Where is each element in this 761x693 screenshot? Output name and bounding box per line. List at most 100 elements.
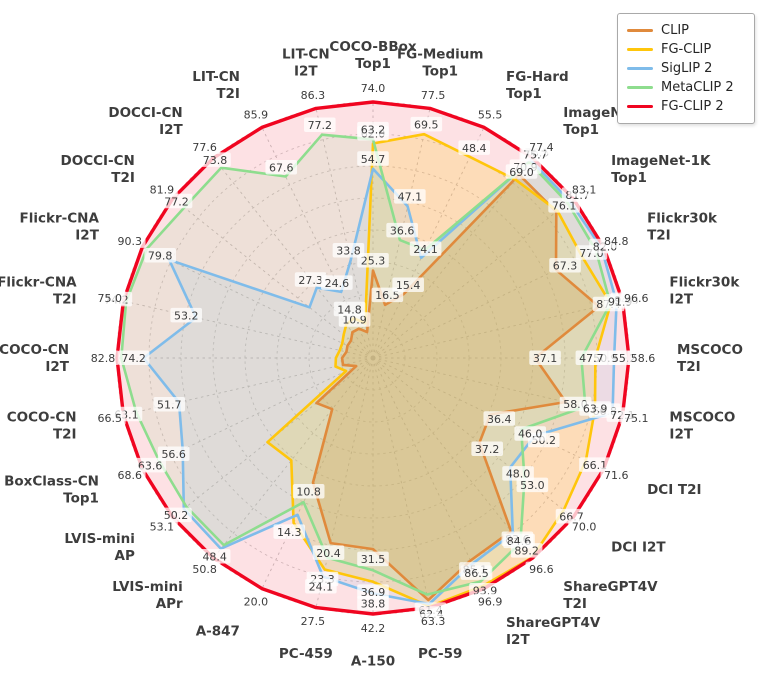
svg-text:69.0: 69.0 [509,166,534,179]
svg-text:58.6: 58.6 [631,352,656,365]
svg-text:36.9: 36.9 [361,586,386,599]
svg-text:96.9: 96.9 [478,595,503,608]
svg-text:67.6: 67.6 [269,161,294,174]
svg-text:56.6: 56.6 [161,448,186,461]
svg-text:33.8: 33.8 [336,245,361,258]
svg-text:76.1: 76.1 [552,200,577,213]
svg-text:31.5: 31.5 [361,553,386,566]
svg-text:82.8: 82.8 [91,352,116,365]
svg-text:DCI I2T: DCI I2T [611,539,666,555]
svg-text:T2I: T2I [677,359,701,375]
svg-text:25.3: 25.3 [361,254,386,267]
svg-text:50.8: 50.8 [192,563,217,576]
svg-text:48.4: 48.4 [202,551,227,564]
svg-text:90.3: 90.3 [117,235,142,248]
svg-text:MSCOCO: MSCOCO [677,342,743,358]
svg-text:83.1: 83.1 [572,184,597,197]
svg-text:LIT-CN: LIT-CN [282,47,330,63]
svg-text:84.8: 84.8 [604,235,629,248]
legend: CLIP FG-CLIP SigLIP 2 MetaCLIP 2 FG-CLIP… [617,13,755,124]
svg-text:47.7: 47.7 [579,352,604,365]
legend-label-siglip2: SigLIP 2 [661,61,713,76]
svg-text:47.1: 47.1 [398,191,423,204]
svg-text:FG-Hard: FG-Hard [506,69,569,85]
svg-text:48.4: 48.4 [462,142,487,155]
svg-text:FG-Medium: FG-Medium [397,47,483,63]
svg-text:PC-459: PC-459 [279,646,333,662]
svg-text:LVIS-mini: LVIS-mini [112,579,182,595]
svg-text:ShareGPT4V: ShareGPT4V [506,615,601,631]
svg-text:Flickr30k: Flickr30k [647,211,718,227]
svg-text:89.2: 89.2 [514,545,539,558]
legend-item-metaclip2: MetaCLIP 2 [627,78,745,97]
svg-text:42.2: 42.2 [361,622,386,635]
fg-clip2-line-swatch [627,105,653,108]
svg-text:I2T: I2T [75,228,99,244]
svg-text:73.8: 73.8 [203,154,228,167]
svg-text:T2I: T2I [563,596,587,612]
svg-text:48.0: 48.0 [506,468,531,481]
legend-label-fg-clip: FG-CLIP [661,42,712,57]
svg-text:APr: APr [156,596,183,612]
svg-text:Flickr-CNA: Flickr-CNA [0,275,77,291]
svg-text:T2I: T2I [216,86,240,102]
svg-text:36.6: 36.6 [390,224,415,237]
svg-text:T2I: T2I [647,228,671,244]
svg-text:LIT-CN: LIT-CN [192,69,240,85]
svg-text:96.6: 96.6 [624,292,649,305]
svg-text:10.8: 10.8 [296,486,321,499]
svg-text:10.9: 10.9 [342,314,367,327]
svg-text:69.5: 69.5 [414,118,439,131]
svg-text:LVIS-mini: LVIS-mini [64,531,134,547]
svg-text:79.8: 79.8 [148,250,173,263]
svg-text:I2T: I2T [294,64,318,80]
svg-text:36.4: 36.4 [487,413,512,426]
svg-text:55.5: 55.5 [478,109,503,122]
svg-text:63.2: 63.2 [361,123,386,136]
svg-text:DCI T2I: DCI T2I [647,482,701,498]
svg-text:37.2: 37.2 [475,443,500,456]
svg-text:Top1: Top1 [563,122,599,138]
svg-text:53.0: 53.0 [520,479,545,492]
svg-text:86.5: 86.5 [464,567,489,580]
svg-text:AP: AP [115,548,135,564]
svg-text:COCO-CN: COCO-CN [0,342,69,358]
legend-item-siglip2: SigLIP 2 [627,59,745,78]
svg-text:24.1: 24.1 [413,243,438,256]
svg-text:46.0: 46.0 [518,428,543,441]
legend-label-metaclip2: MetaCLIP 2 [661,80,734,95]
svg-text:15.4: 15.4 [396,279,421,292]
svg-text:Top1: Top1 [506,86,542,102]
legend-label-fg-clip2: FG-CLIP 2 [661,99,724,114]
svg-text:75.1: 75.1 [624,412,649,425]
svg-text:I2T: I2T [506,632,530,648]
svg-text:77.6: 77.6 [192,141,217,154]
svg-text:ImageNet-1K: ImageNet-1K [611,153,711,169]
metaclip2-line-swatch [627,86,653,89]
svg-text:MSCOCO: MSCOCO [669,409,735,425]
svg-text:77.2: 77.2 [308,119,333,132]
svg-text:70.0: 70.0 [572,520,597,533]
svg-text:T2I: T2I [111,170,135,186]
svg-text:38.8: 38.8 [361,597,386,610]
svg-text:67.3: 67.3 [553,260,578,273]
fg-clip-line-swatch [627,48,653,51]
svg-text:Top1: Top1 [422,64,458,80]
svg-text:51.7: 51.7 [157,399,182,412]
svg-text:63.3: 63.3 [421,615,446,628]
svg-text:71.6: 71.6 [604,469,629,482]
svg-text:77.4: 77.4 [529,141,554,154]
svg-text:81.9: 81.9 [150,184,175,197]
svg-text:86.3: 86.3 [301,89,326,102]
svg-text:63.9: 63.9 [583,403,608,416]
svg-text:DOCCI-CN: DOCCI-CN [61,153,135,169]
svg-text:53.1: 53.1 [150,520,175,533]
svg-text:PC-59: PC-59 [418,646,463,662]
svg-text:27.3: 27.3 [298,274,323,287]
legend-item-fg-clip: FG-CLIP [627,40,745,59]
svg-text:96.6: 96.6 [529,563,554,576]
svg-text:53.2: 53.2 [174,309,199,322]
svg-text:74.2: 74.2 [121,352,146,365]
svg-text:37.1: 37.1 [533,352,558,365]
